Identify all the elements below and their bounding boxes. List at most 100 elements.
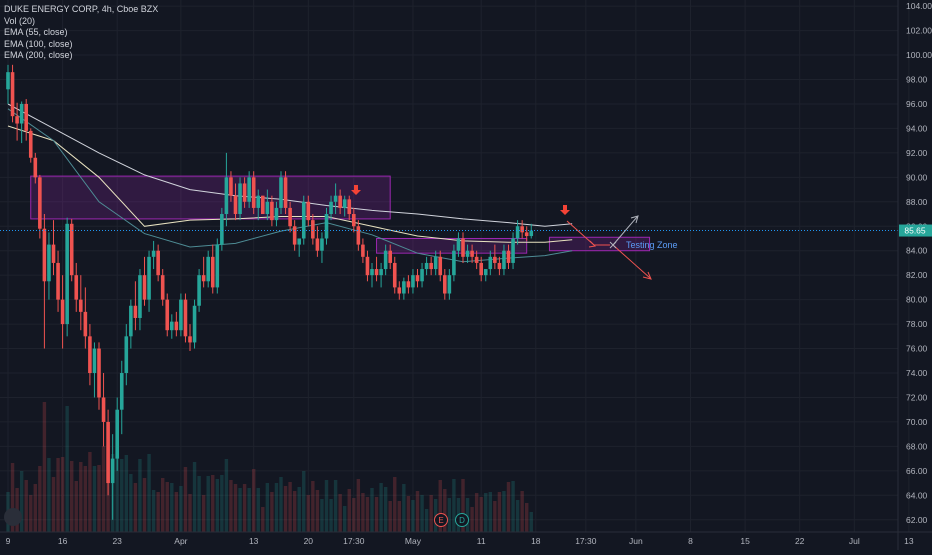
candle-body [397, 287, 402, 294]
candle-body [502, 250, 506, 270]
candle-body [24, 103, 28, 131]
candle-body [342, 199, 347, 208]
volume-bar [242, 484, 247, 532]
candle-body [10, 72, 15, 117]
resistance-zone-box [376, 237, 528, 254]
volume-bar [215, 479, 219, 532]
volume-bar [438, 480, 442, 532]
volume-bar [370, 488, 374, 532]
x-tick-label: 23 [112, 536, 122, 546]
candle-body [347, 199, 352, 215]
volume-bar [479, 497, 483, 532]
candle-body [338, 195, 342, 208]
volume-bar [297, 487, 301, 532]
volume-bar [361, 493, 365, 532]
volume-bar [174, 492, 179, 532]
candle-body [524, 232, 529, 237]
candle-body [447, 275, 452, 294]
volume-bar [47, 458, 51, 532]
volume-bar [470, 507, 474, 532]
candle-body [470, 250, 474, 257]
candle-body [97, 348, 101, 398]
candle-body [333, 195, 338, 202]
cross-marker-icon [609, 241, 617, 249]
candle-body [206, 256, 210, 282]
volume-bar [279, 477, 283, 532]
candle-body [324, 214, 329, 239]
tradingview-logo-icon[interactable] [4, 508, 22, 526]
candle-body [288, 207, 292, 227]
resistance-zone-box [548, 236, 651, 252]
volume-bar [247, 488, 251, 532]
candle-body [51, 244, 56, 263]
candle-body [251, 177, 256, 208]
candle-body [488, 256, 493, 270]
down-arrow-marker-icon [560, 205, 570, 215]
volume-bar [192, 462, 197, 532]
volume-bar [133, 483, 138, 532]
candle-body [529, 230, 534, 237]
volume-bar [165, 482, 169, 532]
candle-body [438, 256, 443, 276]
candle-body [497, 262, 502, 270]
candle-body [210, 256, 215, 288]
candle-body [183, 299, 188, 337]
x-tick-label: 18 [531, 536, 541, 546]
volume-bar [56, 458, 60, 532]
candle-body [28, 130, 33, 158]
candle-body [6, 72, 10, 90]
candle-body [74, 275, 79, 300]
volume-bar [115, 450, 119, 532]
volume-bar [79, 462, 83, 532]
last-price-value: 85.65 [904, 226, 926, 236]
candle-body [124, 336, 129, 374]
y-tick-label: 84.00 [906, 246, 928, 256]
x-tick-label: May [405, 536, 422, 546]
volume-bar [19, 471, 24, 532]
candle-body [165, 299, 170, 331]
volume-bar [415, 491, 420, 532]
x-tick-label: Apr [174, 536, 187, 546]
volume-bar [493, 501, 497, 532]
volume-bar [465, 498, 470, 532]
y-tick-label: 96.00 [906, 99, 928, 109]
candle-body [129, 305, 133, 337]
candle-body [315, 238, 320, 251]
candle-body [56, 262, 60, 300]
candle-body [115, 409, 119, 459]
candle-body [188, 336, 192, 343]
volume-bar [179, 486, 183, 532]
candle-body [79, 299, 83, 312]
x-tick-label: 17:30 [343, 536, 365, 546]
volume-bar [356, 479, 361, 532]
candle-body [174, 321, 179, 331]
projection-path-down-2 [612, 244, 651, 279]
candle-body [511, 238, 515, 263]
y-tick-label: 70.00 [906, 417, 928, 427]
volume-bar [461, 479, 465, 532]
volume-bar [333, 480, 338, 532]
volume-bar [256, 488, 260, 532]
y-tick-label: 80.00 [906, 295, 928, 305]
volume-bar [411, 500, 415, 532]
candle-body [170, 321, 174, 331]
candle-body [92, 348, 97, 374]
x-tick-label: Jun [629, 536, 643, 546]
legend-ema200: EMA (200, close) [4, 50, 73, 60]
volume-bar [374, 497, 379, 532]
candle-body [201, 275, 206, 282]
y-tick-label: 100.00 [906, 50, 932, 60]
candle-body [424, 262, 429, 270]
candle-body [452, 250, 456, 276]
candle-body [65, 223, 69, 325]
volume-bar [443, 489, 447, 532]
volume-bar [70, 461, 74, 532]
candle-body [238, 183, 242, 215]
testing-zone-label: Testing Zone [626, 240, 678, 250]
volume-bar [283, 486, 288, 532]
volume-bar [138, 459, 142, 532]
volume-bar [429, 495, 433, 532]
y-tick-label: 68.00 [906, 441, 928, 451]
